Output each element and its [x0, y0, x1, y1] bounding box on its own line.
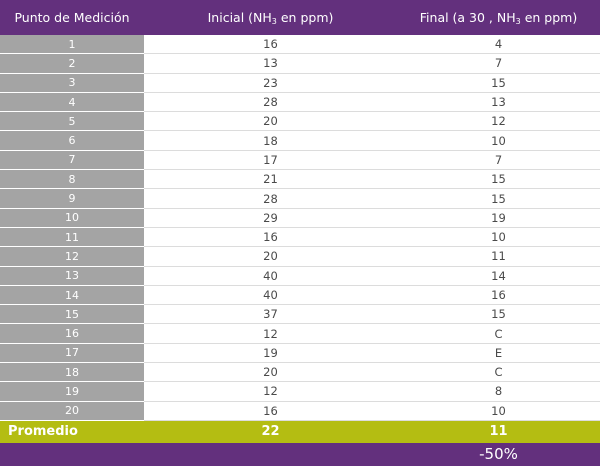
row-point: 2 — [0, 54, 144, 74]
header-final-sub: 3 — [515, 16, 521, 26]
header-initial-suffix: en ppm) — [276, 9, 334, 25]
row-initial: 23 — [144, 74, 397, 93]
header-final-prefix: Final (a 30 , NH — [419, 9, 516, 25]
row-point: 8 — [0, 170, 144, 190]
row-final: C — [397, 324, 600, 344]
header-initial: Inicial (NH3 en ppm) — [144, 10, 397, 26]
row-final: 15 — [397, 189, 600, 209]
table-row: 12 20 11 — [0, 247, 600, 267]
table-row: 10 29 19 — [0, 208, 600, 228]
row-final: 14 — [397, 267, 600, 286]
average-label: Promedio — [8, 424, 78, 440]
header-initial-prefix: Inicial (NH — [207, 9, 272, 25]
table-row: 20 16 10 — [0, 401, 600, 421]
average-row: Promedio 22 11 — [0, 420, 600, 443]
row-initial: 16 — [144, 228, 397, 248]
row-initial: 19 — [144, 344, 397, 364]
table-row: 1 16 4 — [0, 35, 600, 55]
table-row: 3 23 15 — [0, 73, 600, 93]
row-initial: 28 — [144, 93, 397, 113]
row-initial: 12 — [144, 324, 397, 344]
row-final: E — [397, 344, 600, 364]
row-point: 19 — [0, 382, 144, 402]
row-initial: 40 — [144, 286, 397, 306]
row-point: 6 — [0, 131, 144, 151]
row-initial: 16 — [144, 402, 397, 421]
row-point: 5 — [0, 112, 144, 132]
table-row: 17 19 E — [0, 343, 600, 364]
row-final: 4 — [397, 35, 600, 55]
table-row: 18 20 C — [0, 363, 600, 383]
table-row: 11 16 10 — [0, 227, 600, 248]
row-final: 10 — [397, 402, 600, 421]
row-point: 12 — [0, 247, 144, 267]
average-initial: 22 — [261, 424, 280, 440]
row-point: 16 — [0, 324, 144, 344]
row-final: C — [397, 363, 600, 383]
row-initial: 13 — [144, 54, 397, 74]
table-row: 13 40 14 — [0, 266, 600, 286]
row-initial: 16 — [144, 35, 397, 55]
row-final: 19 — [397, 209, 600, 228]
reduction-value: -50% — [479, 445, 518, 464]
row-initial: 21 — [144, 170, 397, 190]
row-initial: 20 — [144, 112, 397, 132]
row-point: 9 — [0, 189, 144, 209]
row-initial: 29 — [144, 209, 397, 228]
row-initial: 12 — [144, 382, 397, 402]
row-point: 7 — [0, 150, 144, 171]
reduction-row: -50% — [0, 442, 600, 466]
row-initial: 20 — [144, 247, 397, 267]
row-final: 15 — [397, 170, 600, 190]
header-final: Final (a 30 , NH3 en ppm) — [397, 10, 600, 26]
table-row: 19 12 8 — [0, 382, 600, 402]
row-final: 13 — [397, 93, 600, 113]
row-final: 10 — [397, 131, 600, 151]
row-final: 8 — [397, 382, 600, 402]
table-row: 8 21 15 — [0, 170, 600, 190]
row-final: 15 — [397, 305, 600, 325]
table-row: 16 12 C — [0, 324, 600, 344]
row-point: 17 — [0, 343, 144, 364]
table-row: 9 28 15 — [0, 189, 600, 209]
row-final: 16 — [397, 286, 600, 306]
row-point: 18 — [0, 363, 144, 383]
table-row: 7 17 7 — [0, 150, 600, 171]
row-point: 13 — [0, 266, 144, 286]
header-final-suffix: en ppm) — [520, 9, 578, 25]
row-final: 10 — [397, 228, 600, 248]
row-final: 11 — [397, 247, 600, 267]
row-initial: 40 — [144, 267, 397, 286]
row-point: 14 — [0, 285, 144, 306]
row-initial: 28 — [144, 189, 397, 209]
row-point: 15 — [0, 305, 144, 325]
table-row: 4 28 13 — [0, 92, 600, 113]
row-point: 3 — [0, 73, 144, 93]
row-final: 7 — [397, 54, 600, 74]
table-header: Punto de Medición Inicial (NH3 en ppm) F… — [0, 0, 600, 35]
average-final: 11 — [489, 424, 508, 440]
row-point: 10 — [0, 208, 144, 228]
header-measurement-point: Punto de Medición — [14, 10, 130, 25]
table-row: 5 20 12 — [0, 112, 600, 132]
row-point: 11 — [0, 227, 144, 248]
row-point: 20 — [0, 401, 144, 421]
header-initial-sub: 3 — [271, 16, 277, 26]
table-row: 15 37 15 — [0, 305, 600, 325]
row-final: 15 — [397, 74, 600, 93]
table-row: 14 40 16 — [0, 285, 600, 306]
row-initial: 37 — [144, 305, 397, 325]
table-row: 2 13 7 — [0, 54, 600, 74]
row-initial: 17 — [144, 151, 397, 171]
row-initial: 18 — [144, 131, 397, 151]
table-body: 1 16 4 2 13 7 3 23 15 4 28 13 5 20 12 6 18 10 7 17 7 8 21 15 9 28… — [0, 35, 600, 421]
row-initial: 20 — [144, 363, 397, 383]
row-final: 12 — [397, 112, 600, 132]
row-final: 7 — [397, 151, 600, 171]
row-point: 1 — [0, 35, 144, 55]
row-point: 4 — [0, 92, 144, 113]
table-row: 6 18 10 — [0, 131, 600, 151]
